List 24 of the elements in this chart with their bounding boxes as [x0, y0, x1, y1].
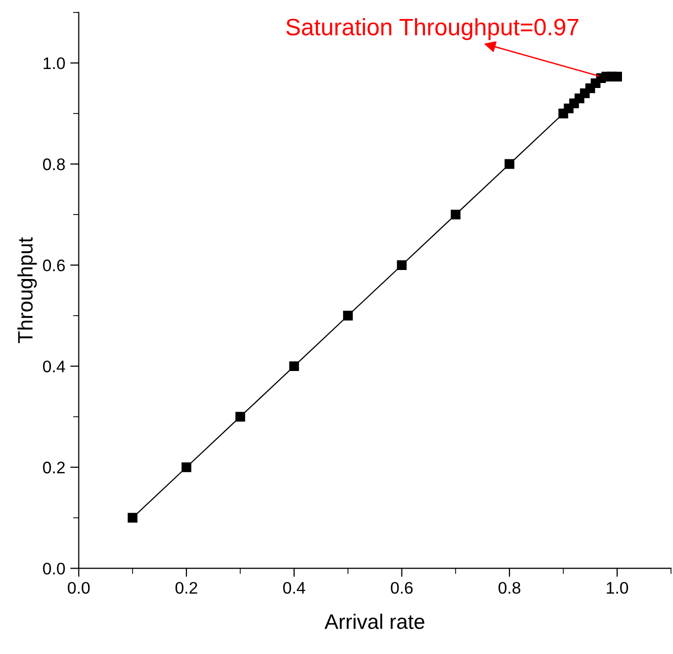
y-tick-label: 0.0 [43, 562, 65, 575]
x-axis-title: Arrival rate [324, 614, 424, 630]
x-tick-label: 0.2 [175, 582, 198, 594]
annotation: Saturation Throughput=0.97 [286, 18, 578, 40]
point [289, 361, 299, 372]
point [182, 462, 192, 472]
x-tick-label: 0.8 [498, 582, 520, 594]
point [504, 159, 514, 169]
x-tick-label: 0.4 [283, 582, 306, 594]
point [235, 412, 246, 422]
point [128, 512, 138, 523]
y-tick-label: 0.8 [43, 158, 65, 170]
y-tick-label: 1.0 [44, 57, 65, 70]
y-tick-label: 0.6 [43, 260, 65, 272]
point [396, 260, 407, 270]
point [343, 310, 353, 321]
y-tick-label: 0.2 [43, 462, 65, 474]
y-tick-label: 0.4 [43, 360, 66, 372]
x-tick-label: 1.0 [606, 582, 628, 594]
y-axis-title: Throughput [17, 237, 37, 344]
point [612, 72, 622, 82]
x-tick-label: 0.0 [68, 582, 90, 594]
x-tick-label: 0.6 [390, 582, 413, 594]
point [450, 210, 460, 220]
